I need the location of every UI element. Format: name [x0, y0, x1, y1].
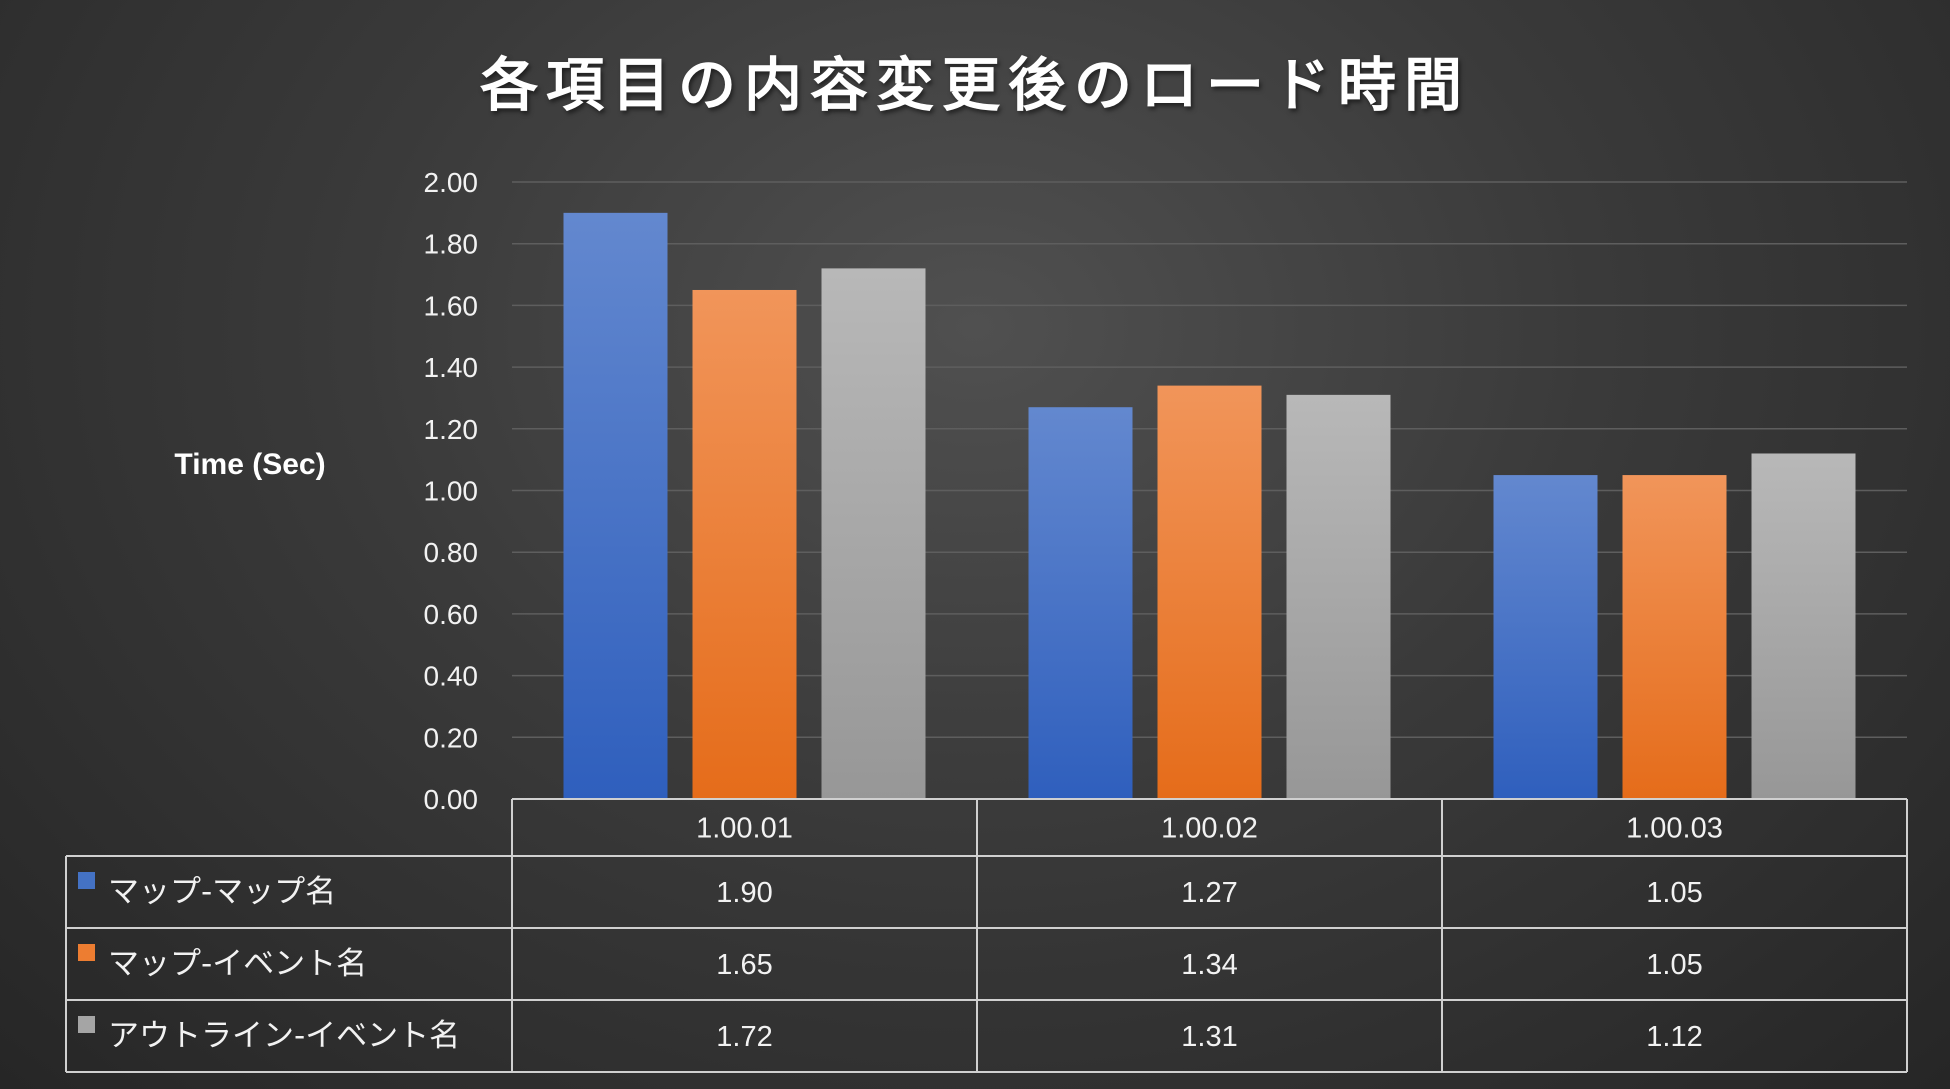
y-axis-label: Time (Sec) — [174, 448, 326, 481]
y-axis-ticks: 0.00 0.20 0.40 0.60 0.80 1.00 1.20 1.40 1.60 1.80… — [424, 167, 479, 815]
chart-title: 各項目の内容変更後のロード時間 — [479, 51, 1470, 119]
data-label: 1.34 — [1181, 949, 1237, 981]
bar-1-2 — [1028, 407, 1133, 799]
y-tick-label: 1.40 — [424, 352, 479, 383]
data-table: 1.00.01 1.00.02 1.00.03 マップ-マップ名 1.90 1.27 1.0… — [65, 798, 1908, 1073]
legend-label: マップ-マップ名 — [108, 874, 336, 910]
y-tick-label: 0.20 — [424, 722, 479, 753]
data-label: 1.31 — [1181, 1021, 1237, 1053]
x-category-label: 1.00.03 — [1626, 813, 1723, 845]
data-label: 1.05 — [1646, 949, 1702, 981]
bars — [563, 212, 1856, 800]
y-tick-label: 1.20 — [424, 414, 479, 445]
data-label: 1.90 — [716, 877, 772, 909]
bar-2-1 — [692, 289, 797, 799]
bar-1-3 — [1493, 475, 1598, 799]
bar-3-2 — [1286, 394, 1391, 799]
y-tick-label: 1.80 — [424, 229, 479, 260]
data-label: 1.05 — [1646, 877, 1702, 909]
y-tick-label: 0.60 — [424, 599, 479, 630]
bar-1-1 — [563, 212, 668, 800]
legend-swatch — [78, 1016, 95, 1033]
data-label: 1.65 — [716, 949, 772, 981]
x-category-label: 1.00.02 — [1161, 813, 1258, 845]
bar-3-1 — [821, 268, 926, 799]
data-label: 1.12 — [1646, 1021, 1702, 1053]
y-tick-label: 0.80 — [424, 537, 479, 568]
y-tick-label: 0.40 — [424, 661, 479, 692]
y-tick-label: 0.00 — [424, 784, 479, 815]
x-category-label: 1.00.01 — [696, 813, 793, 845]
legend-swatch — [78, 944, 95, 961]
y-tick-label: 1.00 — [424, 476, 479, 507]
bar-2-3 — [1622, 475, 1727, 799]
bar-2-2 — [1157, 385, 1262, 799]
legend-label: アウトライン-イベント名 — [108, 1018, 460, 1054]
data-label: 1.72 — [716, 1021, 772, 1053]
legend-swatch — [78, 872, 95, 889]
y-tick-label: 1.60 — [424, 290, 479, 321]
bar-3-3 — [1751, 453, 1856, 799]
data-label: 1.27 — [1181, 877, 1237, 909]
legend-label: マップ-イベント名 — [108, 946, 367, 982]
y-tick-label: 2.00 — [424, 167, 479, 198]
